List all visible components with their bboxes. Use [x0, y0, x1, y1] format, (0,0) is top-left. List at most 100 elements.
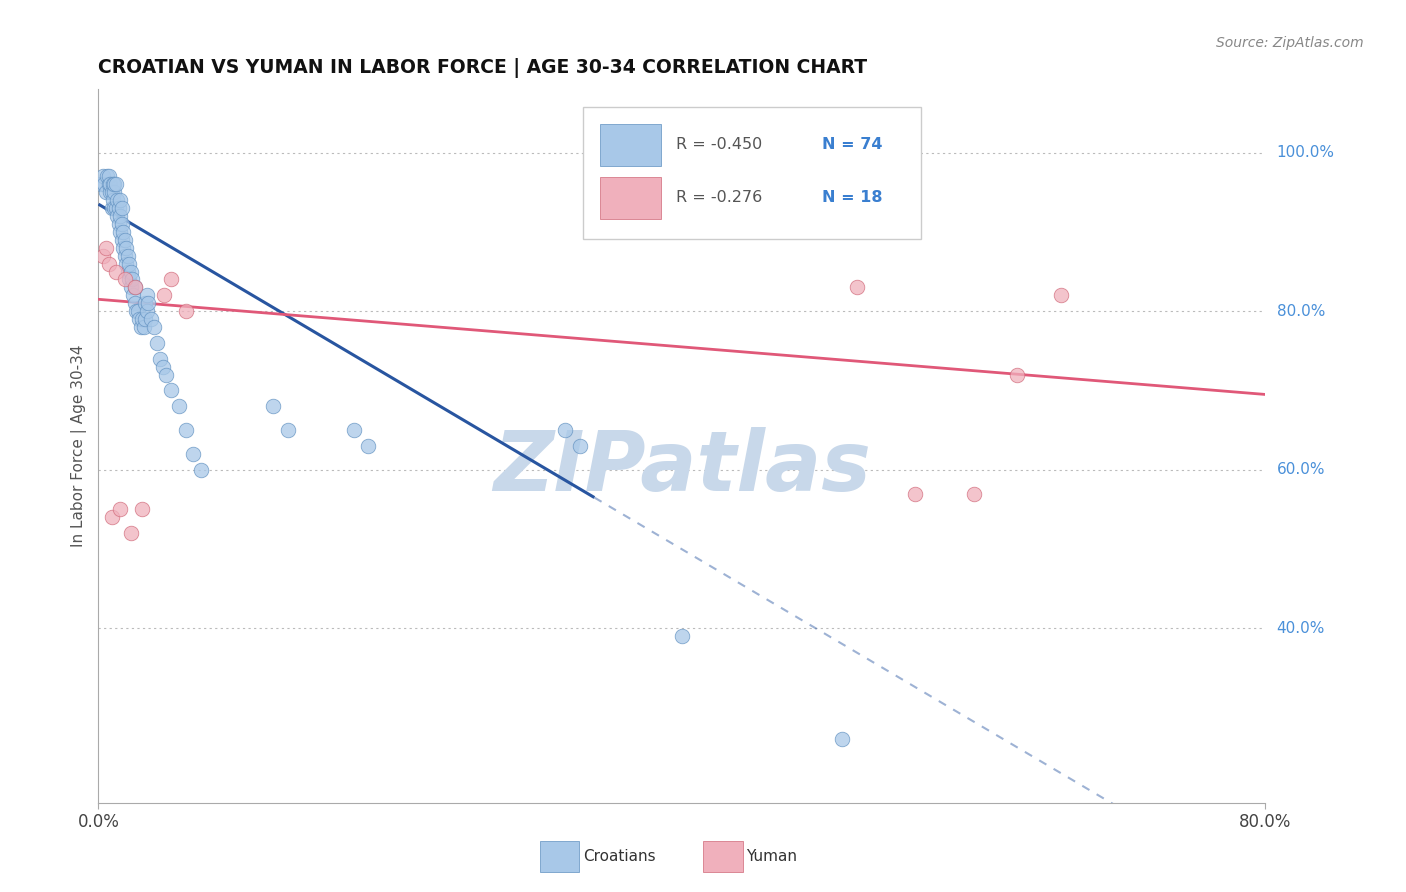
- FancyBboxPatch shape: [600, 124, 661, 166]
- Point: [129, 320, 152, 334]
- Point: [190, 463, 212, 477]
- Point: [91, 169, 114, 184]
- Point: [100, 186, 122, 200]
- Point: [149, 351, 172, 366]
- Point: [120, 264, 142, 278]
- Point: [167, 400, 190, 414]
- Point: [98, 178, 121, 192]
- Text: ZIPatlas: ZIPatlas: [494, 427, 870, 508]
- Point: [114, 272, 136, 286]
- Point: [128, 312, 150, 326]
- Point: [136, 296, 159, 310]
- Point: [101, 178, 124, 192]
- Point: [1050, 288, 1073, 302]
- Point: [142, 320, 165, 334]
- FancyBboxPatch shape: [582, 107, 921, 239]
- Point: [134, 296, 156, 310]
- Point: [152, 359, 174, 374]
- Point: [121, 272, 143, 286]
- Point: [90, 178, 112, 192]
- Point: [98, 186, 121, 200]
- Point: [135, 288, 157, 302]
- Text: 40.0%: 40.0%: [1277, 621, 1324, 636]
- Point: [671, 629, 693, 643]
- Point: [125, 304, 148, 318]
- Point: [357, 439, 380, 453]
- Point: [131, 312, 153, 326]
- FancyBboxPatch shape: [600, 177, 661, 219]
- Point: [112, 225, 135, 239]
- Point: [146, 335, 169, 350]
- Text: Croatians: Croatians: [582, 849, 655, 863]
- Point: [110, 209, 132, 223]
- Point: [104, 264, 127, 278]
- Text: R = -0.276: R = -0.276: [676, 190, 762, 205]
- Point: [108, 201, 131, 215]
- Point: [112, 241, 135, 255]
- Point: [101, 193, 124, 207]
- Point: [155, 368, 177, 382]
- Point: [568, 439, 591, 453]
- Point: [132, 320, 155, 334]
- Text: Yuman: Yuman: [747, 849, 797, 863]
- Point: [1007, 368, 1029, 382]
- Point: [343, 423, 366, 437]
- Point: [160, 384, 183, 398]
- Point: [103, 186, 125, 200]
- Point: [117, 249, 139, 263]
- Point: [115, 241, 138, 255]
- Point: [181, 447, 204, 461]
- Point: [124, 296, 146, 310]
- Point: [124, 280, 146, 294]
- Point: [110, 225, 132, 239]
- Point: [262, 400, 284, 414]
- Point: [111, 233, 134, 247]
- Point: [94, 186, 117, 200]
- Point: [174, 304, 197, 318]
- Point: [160, 272, 183, 286]
- Point: [93, 178, 115, 192]
- Point: [554, 423, 576, 437]
- Point: [118, 257, 141, 271]
- Point: [124, 280, 146, 294]
- Point: [118, 272, 141, 286]
- Point: [127, 304, 149, 318]
- Point: [103, 178, 125, 192]
- Point: [105, 209, 128, 223]
- Text: Source: ZipAtlas.com: Source: ZipAtlas.com: [1216, 36, 1364, 50]
- Point: [108, 217, 131, 231]
- Point: [135, 304, 157, 318]
- Point: [277, 423, 299, 437]
- Point: [115, 257, 138, 271]
- Point: [174, 423, 197, 437]
- Text: 80.0%: 80.0%: [1277, 303, 1324, 318]
- Point: [131, 502, 153, 516]
- Point: [97, 169, 120, 184]
- Point: [100, 201, 122, 215]
- Point: [114, 249, 136, 263]
- Point: [110, 193, 132, 207]
- Point: [97, 257, 120, 271]
- Point: [100, 510, 122, 524]
- Text: 100.0%: 100.0%: [1277, 145, 1334, 161]
- Point: [104, 201, 127, 215]
- Point: [134, 312, 156, 326]
- Point: [97, 178, 120, 192]
- Point: [120, 280, 142, 294]
- Point: [831, 732, 853, 747]
- Point: [110, 502, 132, 516]
- Point: [105, 193, 128, 207]
- Point: [845, 280, 868, 294]
- Point: [139, 312, 162, 326]
- Text: N = 18: N = 18: [823, 190, 883, 205]
- Text: 60.0%: 60.0%: [1277, 462, 1324, 477]
- Point: [962, 486, 984, 500]
- Point: [104, 178, 127, 192]
- Point: [96, 169, 118, 184]
- Text: N = 74: N = 74: [823, 137, 883, 153]
- Text: R = -0.450: R = -0.450: [676, 137, 762, 153]
- Point: [117, 264, 139, 278]
- Point: [111, 217, 134, 231]
- Point: [120, 526, 142, 541]
- Point: [94, 241, 117, 255]
